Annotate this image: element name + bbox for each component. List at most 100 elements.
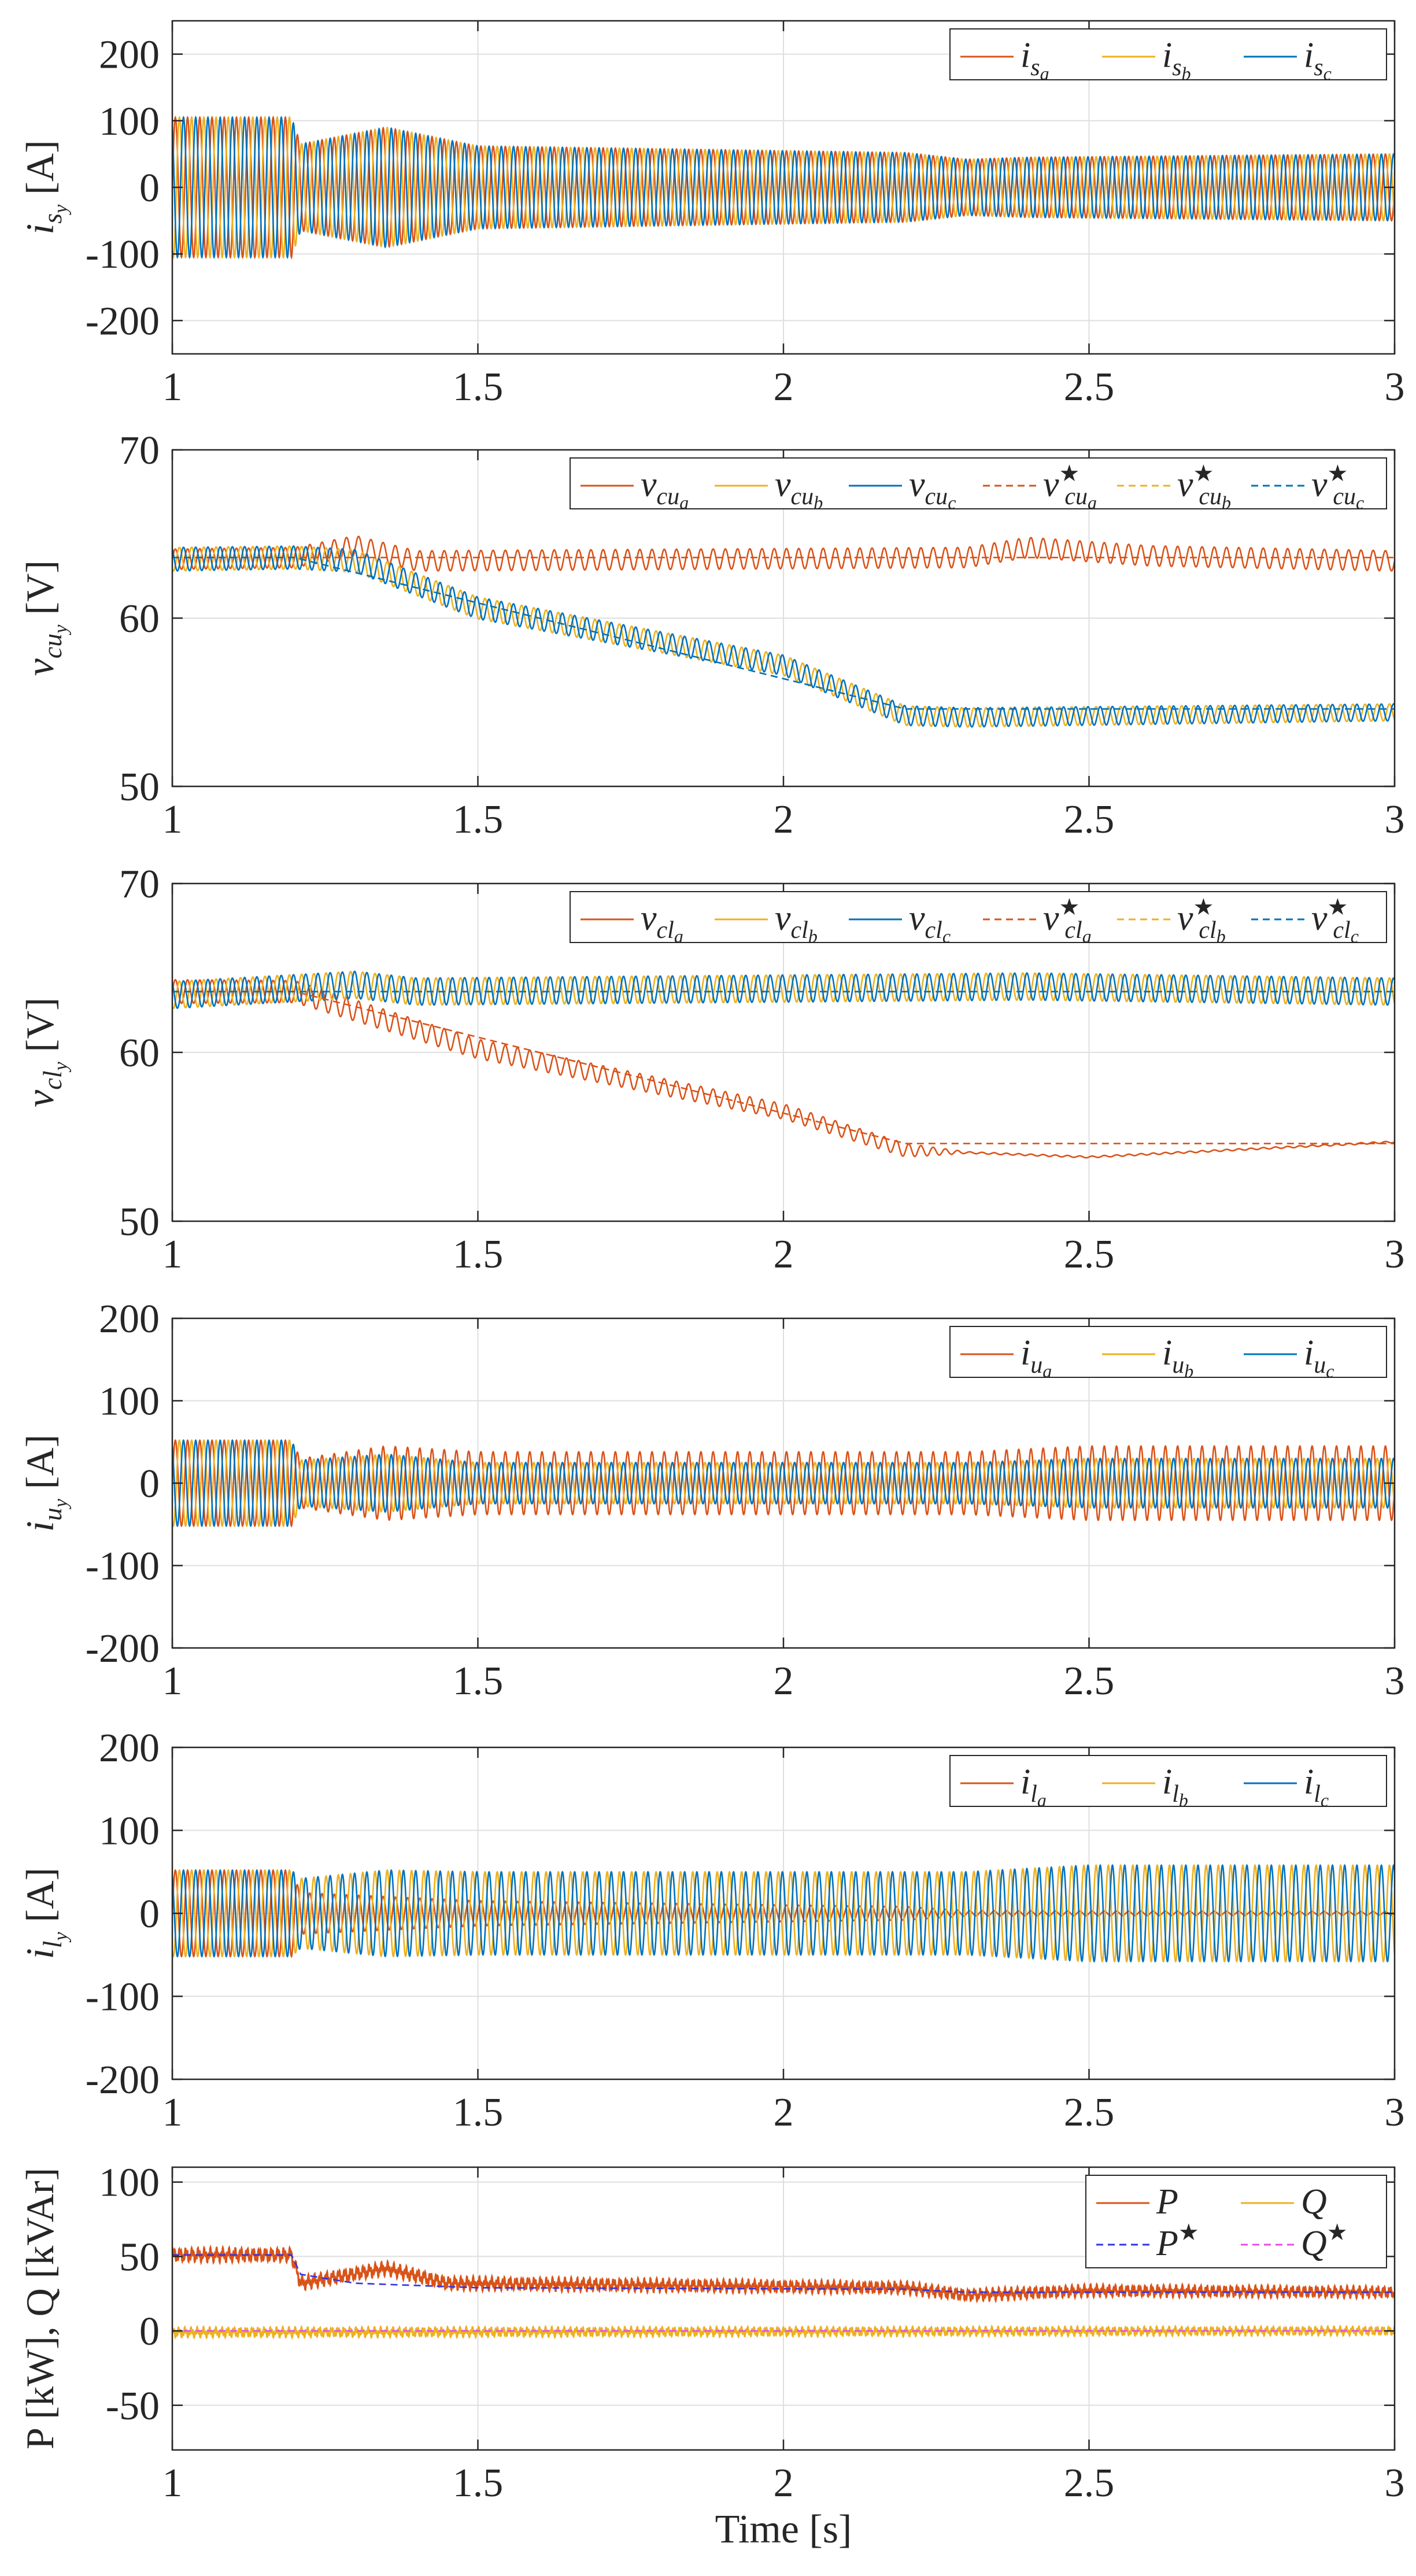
legend-entry: v★ cua (1043, 460, 1097, 513)
y-tick-label: -100 (86, 1544, 160, 1589)
y-tick-label: 200 (99, 1297, 160, 1341)
legend-entry: P (1156, 2182, 1178, 2222)
series-line-v-cu-c- (172, 545, 1395, 728)
x-tick-label: 2 (774, 1232, 794, 1277)
x-tick-label: 1.5 (453, 2090, 504, 2135)
legend-entry: vclb (775, 899, 818, 947)
y-tick-label: 200 (99, 33, 160, 77)
x-tick-label: 3 (1385, 797, 1405, 842)
legend-entry: vclc (909, 899, 951, 947)
legend-entry: iua (1021, 1333, 1052, 1381)
series-line-i-s-a- (172, 116, 1395, 260)
legend-entry: Q★ (1301, 2219, 1348, 2263)
legend: isa isb isc (949, 28, 1387, 84)
y-tick-label: -200 (86, 2058, 160, 2102)
legend-box (1085, 2175, 1387, 2268)
subplot-lower-arm-currents: 1 1.5 2 2.5 3 -200 -100 0 100 200 ily [A] ila ilb ilc (18, 1726, 1405, 2135)
x-axis-label: Time [s] (715, 2507, 852, 2552)
x-tick-label: 1.5 (453, 2461, 504, 2505)
y-axis-label: isy [A] (18, 140, 72, 234)
series-line-i-u-b- (172, 1439, 1395, 1528)
x-tick-label: 2.5 (1064, 1659, 1115, 1703)
y-tick-label: 70 (119, 428, 160, 473)
x-tick-label: 3 (1385, 1232, 1405, 1277)
subplot-lower-capacitor-voltages: 1 1.5 2 2.5 3 50 60 70 vcly [V] vcla vclb vclc v★ cla… (18, 862, 1405, 1277)
y-tick-label: 0 (139, 1892, 160, 1936)
series-line-i-u-a- (172, 1439, 1395, 1528)
legend-entry: v★ cuc (1311, 460, 1364, 513)
x-tick-label: 1 (162, 2090, 183, 2135)
legend: ila ilb ilc (949, 1755, 1387, 1810)
y-axis-label: ily [A] (18, 1868, 72, 1959)
x-tick-label: 2.5 (1064, 797, 1115, 842)
y-tick-label: -100 (86, 232, 160, 277)
y-tick-label: -100 (86, 1975, 160, 2020)
y-tick-label: -200 (86, 1627, 160, 1671)
x-tick-label: 3 (1385, 2090, 1405, 2135)
legend-entry: iuc (1304, 1333, 1334, 1381)
series-line-Q (172, 2324, 1395, 2340)
series-line-i-s-c- (172, 116, 1395, 259)
x-tick-label: 1 (162, 797, 183, 842)
legend-entry: ilc (1304, 1762, 1329, 1810)
series-line-i-l-c- (172, 1864, 1395, 1963)
x-tick-label: 1.5 (453, 797, 504, 842)
legend-entry: ila (1021, 1762, 1047, 1810)
legend-box (949, 1755, 1387, 1807)
legend-entry: ilb (1162, 1762, 1188, 1810)
x-tick-label: 1 (162, 2461, 183, 2505)
x-tick-label: 2 (774, 2090, 794, 2135)
x-tick-label: 2.5 (1064, 2090, 1115, 2135)
series-line-i-u-c- (172, 1439, 1395, 1528)
legend-box (570, 891, 1387, 943)
y-axis-label: P [kW], Q [kVAr] (18, 2168, 62, 2449)
y-tick-label: 0 (139, 1462, 160, 1506)
series-line-v-cl-a- (172, 979, 1395, 1159)
legend: iua iub iuc (949, 1326, 1387, 1381)
y-tick-label: 0 (139, 2309, 160, 2354)
legend-entry: isc (1304, 36, 1332, 84)
legend-box (949, 1326, 1387, 1378)
x-tick-label: 1 (162, 365, 183, 409)
y-tick-label: -200 (86, 299, 160, 343)
x-tick-label: 1.5 (453, 1659, 504, 1703)
x-tick-label: 2 (774, 365, 794, 409)
y-tick-label: 0 (139, 166, 160, 210)
y-axis-label: vcuy [V] (18, 560, 72, 676)
y-tick-label: 50 (119, 765, 160, 810)
y-axis-label: iuy [A] (18, 1435, 72, 1532)
legend-entry: vcla (641, 899, 683, 947)
legend-entry: v★ clb (1177, 894, 1226, 947)
legend-entry: vcub (775, 465, 823, 513)
y-tick-label: 70 (119, 862, 160, 907)
series-line-v-cu-c- (172, 556, 1395, 710)
legend-entry: v★ cub (1177, 460, 1231, 513)
y-tick-label: 50 (119, 2235, 160, 2279)
legend-entry: iub (1162, 1333, 1193, 1381)
series-line-i-s-b- (172, 116, 1395, 259)
legend-entry: v★ clc (1311, 894, 1359, 947)
y-tick-label: 100 (99, 99, 160, 144)
legend: P Q P★ Q★ (1085, 2175, 1387, 2268)
y-tick-label: 200 (99, 1726, 160, 1771)
x-tick-label: 3 (1385, 2461, 1405, 2505)
subplot-upper-arm-currents: 1 1.5 2 2.5 3 -200 -100 0 100 200 iuy [A] iua iub iuc (18, 1297, 1405, 1703)
legend-entry: v★ cla (1043, 894, 1092, 947)
y-tick-label: 50 (119, 1200, 160, 1244)
legend-entry: Q (1301, 2182, 1327, 2222)
legend: vcua vcub vcuc v★ cua v★ cub v★ cuc (570, 457, 1387, 513)
x-tick-label: 2 (774, 1659, 794, 1703)
x-tick-label: 3 (1385, 365, 1405, 409)
x-tick-label: 2.5 (1064, 365, 1115, 409)
x-tick-label: 2.5 (1064, 1232, 1115, 1277)
x-tick-label: 2 (774, 2461, 794, 2505)
y-tick-label: 100 (99, 1809, 160, 1854)
legend-box (949, 28, 1387, 80)
legend-entry: isa (1021, 36, 1049, 84)
y-tick-label: -50 (106, 2384, 160, 2429)
x-tick-label: 3 (1385, 1659, 1405, 1703)
subplot-stator-currents: 1 1.5 2 2.5 3 -200 -100 0 100 200 isy [A] isa isb isc (18, 20, 1405, 409)
x-tick-label: 1.5 (453, 1232, 504, 1277)
x-tick-label: 2 (774, 797, 794, 842)
